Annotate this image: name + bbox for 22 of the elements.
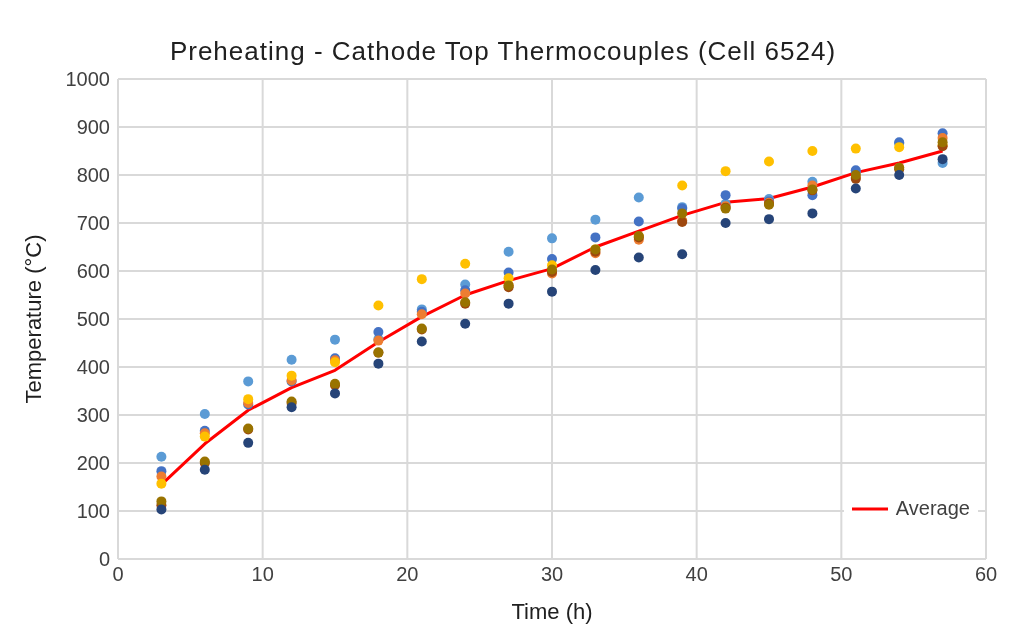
y-tick-label: 200 [76,452,110,475]
x-axis-title: Time (h) [511,599,593,624]
y-tick-label: 300 [76,404,110,427]
x-tick-label: 10 [251,563,274,586]
x-tick-label: 50 [830,563,853,586]
x-tick-label: 20 [396,563,419,586]
y-tick-label: 800 [76,164,110,187]
y-tick-label: 600 [76,260,110,283]
y-tick-label: 500 [76,308,110,331]
x-tick-label: 40 [685,563,708,586]
y-tick-label: 0 [98,548,110,571]
legend-label: Average [895,497,970,520]
y-tick-label: 100 [76,500,110,523]
y-tick-label: 1000 [65,68,110,91]
y-tick-label: 700 [76,212,110,235]
y-tick-label: 400 [76,356,110,379]
chart-title: Preheating - Cathode Top Thermocouples (Cell 6524) [168,35,838,67]
y-tick-label: 900 [76,116,110,139]
x-tick-label: 60 [974,563,998,586]
x-tick-label: 30 [540,563,564,586]
y-axis-title: Temperature (°C) [20,234,46,404]
x-tick-label: 0 [112,563,124,586]
